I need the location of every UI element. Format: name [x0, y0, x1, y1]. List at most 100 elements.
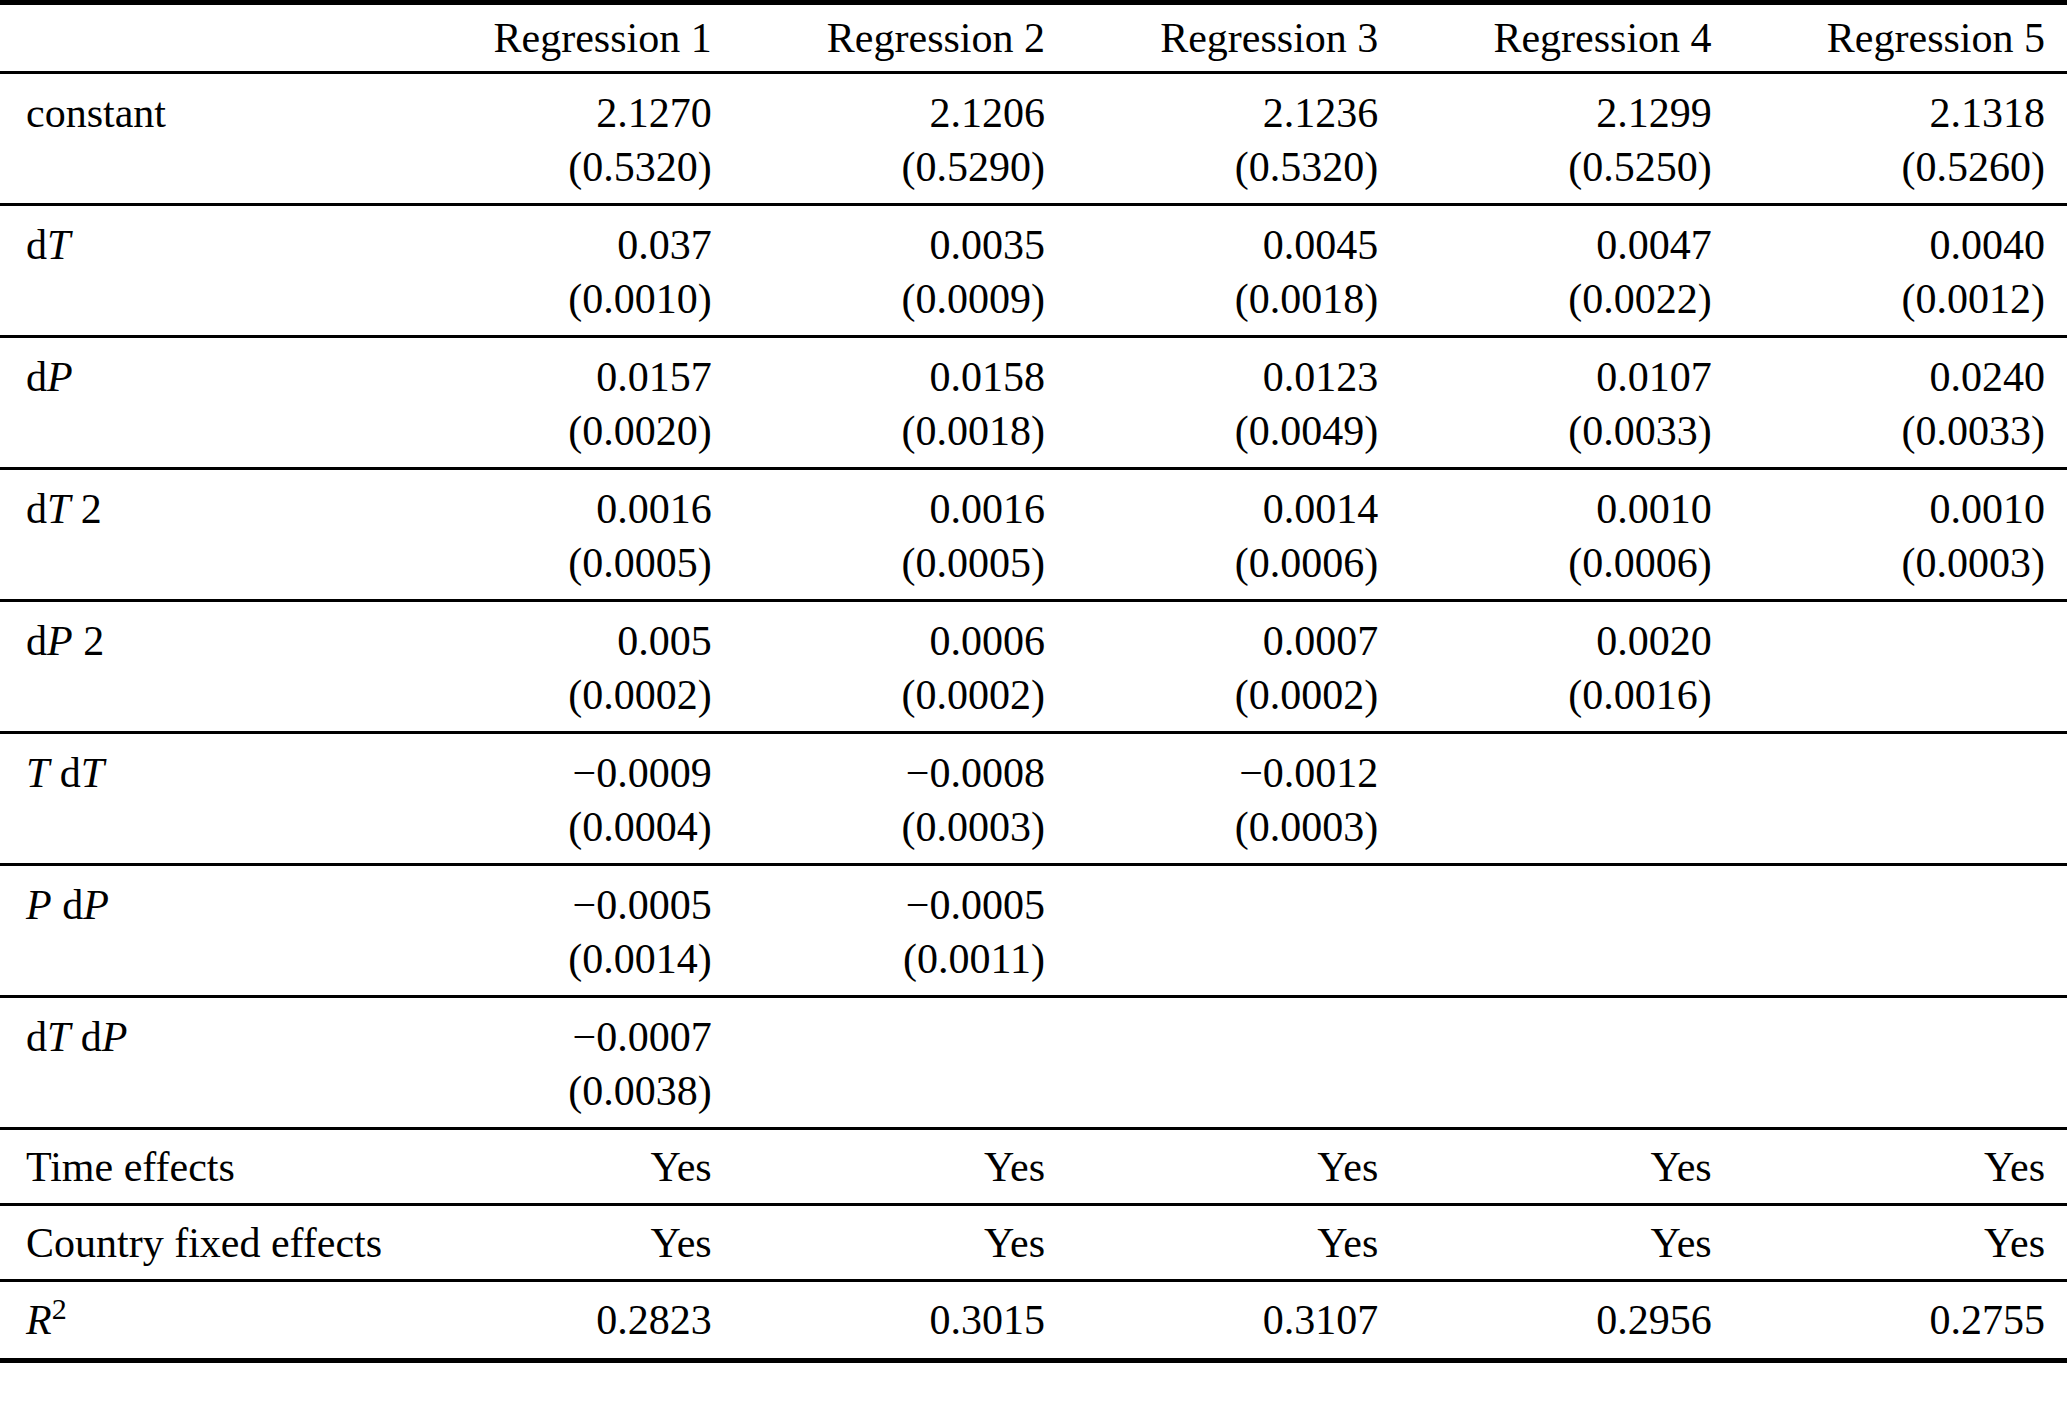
row-label: dP 2: [0, 601, 400, 733]
standard-error: (0.5260): [1735, 140, 2045, 194]
cell-dTdP-regression-4: [1400, 997, 1733, 1129]
standard-error: (0.0014): [401, 932, 711, 986]
row-label: Time effects: [0, 1129, 400, 1205]
cell-TdT-regression-2: −0.0008(0.0003): [734, 733, 1067, 865]
row-time-effects: Time effectsYesYesYesYesYes: [0, 1129, 2067, 1205]
cell-dP2-regression-2: 0.0006(0.0002): [734, 601, 1067, 733]
header-regression-5: Regression 5: [1734, 3, 2067, 73]
standard-error: (0.0002): [401, 668, 711, 722]
header-corner-cell: [0, 3, 400, 73]
coefficient-estimate: 0.0045: [1068, 218, 1378, 272]
cell-dP2-regression-5: [1734, 601, 2067, 733]
coef-row-dP: dP0.0157(0.0020)0.0158(0.0018)0.0123(0.0…: [0, 337, 2067, 469]
cell-PdP-regression-1: −0.0005(0.0014): [400, 865, 733, 997]
row-label-part: T: [47, 222, 70, 268]
cell-country-fixed-effects-regression-4: Yes: [1400, 1205, 1733, 1281]
coefficient-estimate: 0.0016: [735, 482, 1045, 536]
standard-error: (0.5290): [735, 140, 1045, 194]
coefficient-estimate: −0.0007: [401, 1010, 711, 1064]
row-label-part: d: [26, 618, 47, 664]
header-regression-1: Regression 1: [400, 3, 733, 73]
row-label-part: d: [26, 1014, 47, 1060]
regression-results-table: Regression 1 Regression 2 Regression 3 R…: [0, 0, 2067, 1363]
coef-row-dT: dT0.037(0.0010)0.0035(0.0009)0.0045(0.00…: [0, 205, 2067, 337]
cell-dP2-regression-4: 0.0020(0.0016): [1400, 601, 1733, 733]
standard-error: (0.0033): [1735, 404, 2045, 458]
cell-dT-regression-4: 0.0047(0.0022): [1400, 205, 1733, 337]
cell-dT2-regression-3: 0.0014(0.0006): [1067, 469, 1400, 601]
coefficient-estimate: −0.0008: [735, 746, 1045, 800]
cell-dT2-regression-4: 0.0010(0.0006): [1400, 469, 1733, 601]
row-label-part: P: [47, 618, 73, 664]
coefficient-estimate: 0.0107: [1401, 350, 1711, 404]
row-label-part: d: [26, 486, 47, 532]
row-country-fixed-effects: Country fixed effectsYesYesYesYesYes: [0, 1205, 2067, 1281]
cell-r-squared-regression-3: 0.3107: [1067, 1281, 1400, 1361]
row-label-part: 2: [73, 618, 105, 664]
row-label-part: d: [26, 222, 47, 268]
coefficient-estimate: −0.0012: [1068, 746, 1378, 800]
cell-dTdP-regression-2: [734, 997, 1067, 1129]
row-label: R2: [0, 1281, 400, 1361]
header-regression-4: Regression 4: [1400, 3, 1733, 73]
coef-row-dT2: dT 20.0016(0.0005)0.0016(0.0005)0.0014(0…: [0, 469, 2067, 601]
cell-constant-regression-5: 2.1318(0.5260): [1734, 73, 2067, 205]
standard-error: (0.0049): [1068, 404, 1378, 458]
coefficient-estimate: 0.0006: [735, 614, 1045, 668]
standard-error: (0.0020): [401, 404, 711, 458]
cell-constant-regression-3: 2.1236(0.5320): [1067, 73, 1400, 205]
row-r-squared: R20.28230.30150.31070.29560.2755: [0, 1281, 2067, 1361]
row-label-part: P: [26, 882, 52, 928]
row-label: dT 2: [0, 469, 400, 601]
cell-r-squared-regression-5: 0.2755: [1734, 1281, 2067, 1361]
cell-r-squared-regression-4: 0.2956: [1400, 1281, 1733, 1361]
coefficient-estimate: 0.0035: [735, 218, 1045, 272]
cell-dT2-regression-5: 0.0010(0.0003): [1734, 469, 2067, 601]
standard-error: (0.0004): [401, 800, 711, 854]
standard-error: (0.0018): [735, 404, 1045, 458]
coefficient-estimate: 2.1318: [1735, 86, 2045, 140]
row-label: constant: [0, 73, 400, 205]
standard-error: (0.5320): [1068, 140, 1378, 194]
table-header: Regression 1 Regression 2 Regression 3 R…: [0, 3, 2067, 73]
coefficient-estimate: 0.0007: [1068, 614, 1378, 668]
coefficient-estimate: 2.1299: [1401, 86, 1711, 140]
row-label: dP: [0, 337, 400, 469]
coef-row-dP2: dP 20.005(0.0002)0.0006(0.0002)0.0007(0.…: [0, 601, 2067, 733]
coefficient-estimate: 0.0016: [401, 482, 711, 536]
coef-row-constant: constant2.1270(0.5320)2.1206(0.5290)2.12…: [0, 73, 2067, 205]
standard-error: (0.0003): [1068, 800, 1378, 854]
cell-PdP-regression-4: [1400, 865, 1733, 997]
cell-dT-regression-3: 0.0045(0.0018): [1067, 205, 1400, 337]
standard-error: (0.0038): [401, 1064, 711, 1118]
coefficient-estimate: −0.0009: [401, 746, 711, 800]
standard-error: (0.0006): [1068, 536, 1378, 590]
cell-PdP-regression-2: −0.0005(0.0011): [734, 865, 1067, 997]
standard-error: (0.0006): [1401, 536, 1711, 590]
header-regression-2: Regression 2: [734, 3, 1067, 73]
row-label: dT dP: [0, 997, 400, 1129]
coefficient-estimate: −0.0005: [401, 878, 711, 932]
row-label-part: T: [26, 750, 49, 796]
cell-dP2-regression-1: 0.005(0.0002): [400, 601, 733, 733]
cell-dP-regression-1: 0.0157(0.0020): [400, 337, 733, 469]
row-label-part: P: [102, 1014, 128, 1060]
cell-constant-regression-2: 2.1206(0.5290): [734, 73, 1067, 205]
row-label-part: Time effects: [26, 1144, 235, 1190]
cell-constant-regression-4: 2.1299(0.5250): [1400, 73, 1733, 205]
standard-error: (0.0003): [735, 800, 1045, 854]
row-label-part: T: [47, 486, 70, 532]
standard-error: (0.0016): [1401, 668, 1711, 722]
row-label-part: d: [52, 882, 84, 928]
coefficient-estimate: 0.0010: [1735, 482, 2045, 536]
cell-dP2-regression-3: 0.0007(0.0002): [1067, 601, 1400, 733]
row-label: P dP: [0, 865, 400, 997]
row-label-part: P: [47, 354, 73, 400]
row-label-part: R: [26, 1297, 52, 1343]
standard-error: (0.0011): [735, 932, 1045, 986]
cell-country-fixed-effects-regression-3: Yes: [1067, 1205, 1400, 1281]
row-label-part: d: [26, 354, 47, 400]
cell-TdT-regression-3: −0.0012(0.0003): [1067, 733, 1400, 865]
cell-r-squared-regression-1: 0.2823: [400, 1281, 733, 1361]
header-regression-3: Regression 3: [1067, 3, 1400, 73]
